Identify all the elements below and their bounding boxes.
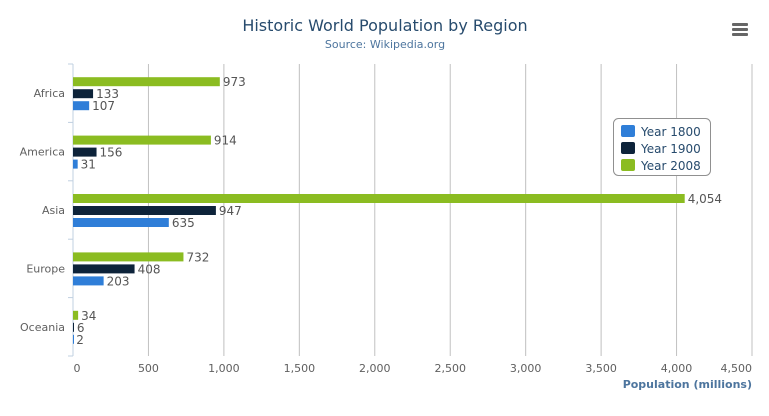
bar[interactable] (73, 194, 685, 203)
category-label: Asia (42, 204, 65, 217)
bar[interactable] (73, 334, 74, 344)
bar[interactable] (73, 252, 184, 262)
data-label: 133 (96, 87, 119, 101)
bar[interactable] (73, 322, 74, 332)
legend-swatch[interactable] (621, 142, 635, 154)
data-label: 635 (172, 216, 195, 230)
x-tick-label: 0 (74, 362, 81, 375)
x-tick-label: 4,000 (661, 362, 693, 375)
bar[interactable] (73, 276, 104, 286)
x-tick-label: 500 (138, 362, 159, 375)
data-label: 947 (219, 204, 242, 218)
chart-subtitle: Source: Wikipedia.org (325, 38, 445, 51)
data-label: 31 (81, 158, 96, 172)
legend-item[interactable]: Year 1900 (640, 142, 701, 156)
data-label: 4,054 (688, 192, 722, 206)
chart-title: Historic World Population by Region (242, 16, 527, 35)
legend-item[interactable]: Year 1800 (640, 125, 701, 139)
x-tick-label: 4,500 (721, 362, 753, 375)
bar[interactable] (73, 218, 169, 227)
data-label: 732 (186, 250, 209, 264)
bar[interactable] (73, 101, 90, 111)
category-label: Oceania (20, 321, 65, 334)
bar[interactable] (73, 264, 135, 274)
data-label: 156 (100, 146, 123, 160)
x-tick-label: 2,000 (359, 362, 391, 375)
data-label: 107 (92, 99, 115, 113)
data-label: 914 (214, 134, 237, 148)
category-label: Africa (34, 87, 65, 100)
x-tick-label: 3,000 (510, 362, 542, 375)
legend: Year 1800 Year 1900 Year 2008 (613, 118, 711, 176)
data-label: 2 (76, 333, 84, 347)
hamburger-menu-icon[interactable] (732, 23, 748, 36)
legend-box (613, 118, 711, 176)
bar[interactable] (73, 159, 78, 169)
x-tick-label: 1,500 (284, 362, 316, 375)
x-tick-label: 1,000 (208, 362, 240, 375)
legend-swatch[interactable] (621, 125, 635, 137)
data-label: 203 (107, 274, 130, 288)
category-label: Europe (26, 262, 65, 275)
bar[interactable] (73, 147, 97, 157)
bar[interactable] (73, 135, 211, 145)
axis-title: Population (millions) (623, 378, 752, 391)
legend-item[interactable]: Year 2008 (640, 159, 701, 173)
category-label: America (20, 146, 65, 159)
legend-swatch[interactable] (621, 159, 635, 171)
data-label: 6 (77, 321, 85, 335)
x-tick-label: 3,500 (585, 362, 617, 375)
bar[interactable] (73, 310, 79, 320)
bar[interactable] (73, 206, 216, 215)
data-label: 973 (223, 75, 246, 89)
x-tick-label: 2,500 (434, 362, 466, 375)
bar[interactable] (73, 89, 94, 99)
data-label: 408 (138, 262, 161, 276)
data-label: 34 (81, 309, 96, 323)
bar[interactable] (73, 77, 220, 87)
